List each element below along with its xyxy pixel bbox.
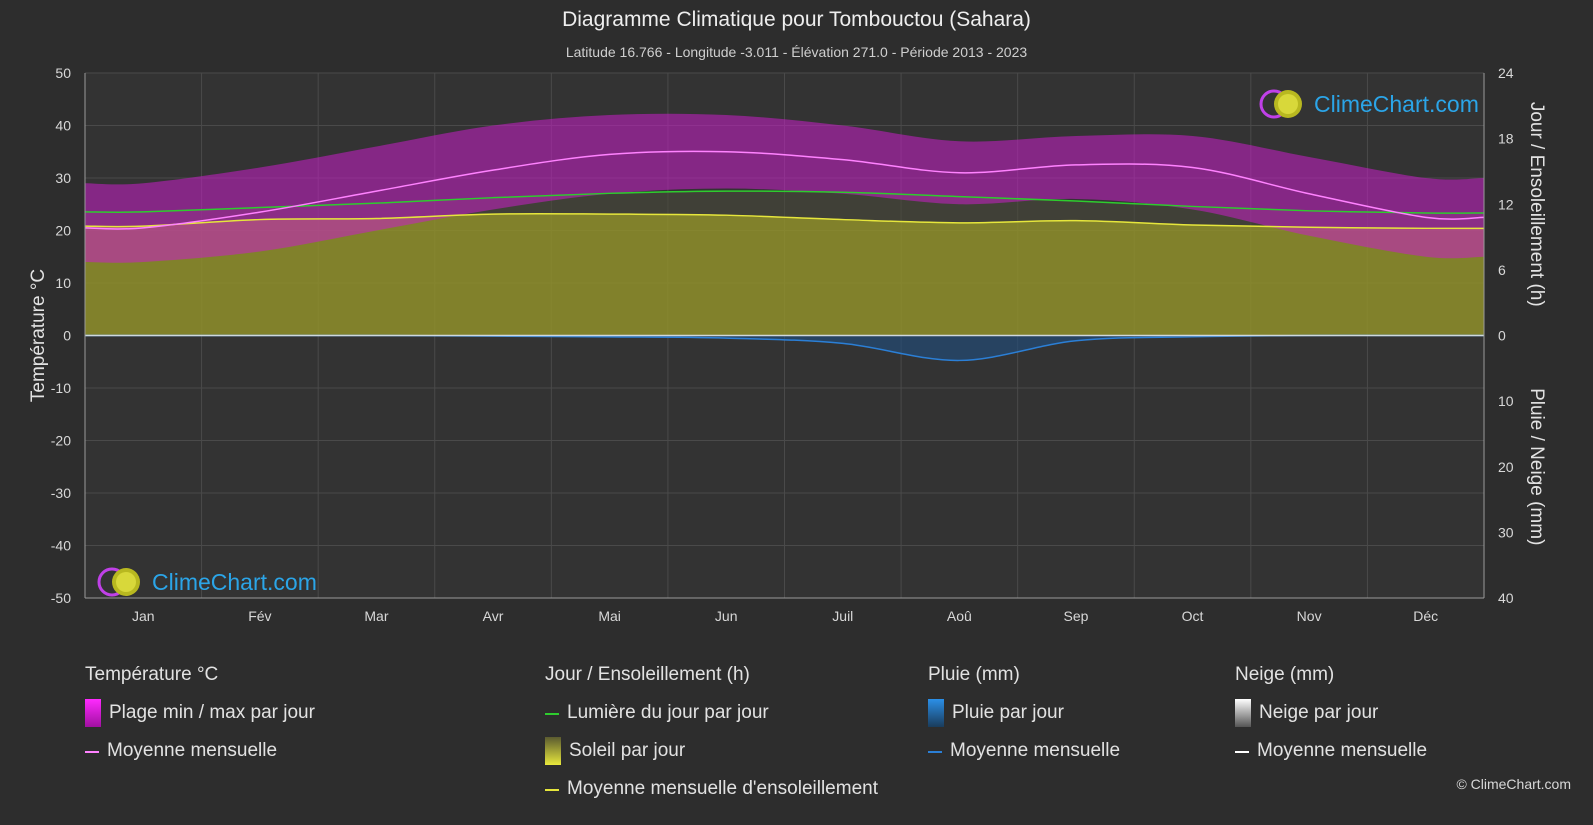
legend-item-rain-mean: Moyenne mensuelle	[928, 740, 1120, 778]
legend-label: Moyenne mensuelle d'ensoleillement	[567, 778, 878, 799]
legend-label: Moyenne mensuelle	[107, 740, 278, 761]
chart-subtitle: Latitude 16.766 - Longitude -3.011 - Élé…	[565, 44, 1028, 60]
y-left-tick-label: -50	[51, 590, 71, 606]
legend-label: Neige par jour	[1259, 702, 1379, 723]
swatch-rain-mean	[928, 751, 942, 753]
swatch-sunshine-mean	[545, 789, 559, 791]
y-right-mm-tick-label: 40	[1498, 590, 1514, 606]
logo-top-right: ClimeChart.com	[1258, 88, 1479, 120]
y-left-tick-label: 30	[55, 170, 71, 186]
x-tick-label: Déc	[1413, 608, 1438, 624]
legend-temperature: Température °C Plage min / max par jour …	[85, 664, 315, 778]
legend-item-sunshine: Soleil par jour	[545, 737, 878, 778]
legend-label: Lumière du jour par jour	[567, 702, 769, 723]
logo-bottom-left: ClimeChart.com	[96, 566, 317, 598]
y-left-tick-label: -10	[51, 380, 71, 396]
x-tick-label: Avr	[483, 608, 504, 624]
y-right-hours-tick-label: 18	[1498, 131, 1514, 147]
logo-text: ClimeChart.com	[1314, 90, 1479, 117]
climate-chart: 50 40 30 20 10 0 -10 -20 -30 -40 -50 24 18 12 6 0 10 20 30…	[28, 65, 1547, 624]
x-tick-label: Mar	[364, 608, 388, 624]
legend-item-rain-daily: Pluie par jour	[928, 699, 1120, 740]
y-left-tick-label: -20	[51, 433, 71, 449]
legend-label: Moyenne mensuelle	[950, 740, 1121, 761]
x-tick-label: Juil	[832, 608, 853, 624]
legend-item-snow-mean: Moyenne mensuelle	[1235, 740, 1427, 778]
legend-rain: Pluie (mm) Pluie par jour Moyenne mensue…	[928, 664, 1120, 778]
y-right-hours-tick-label: 0	[1498, 328, 1506, 344]
x-tick-label: Fév	[248, 608, 271, 624]
y-right-bottom-axis-title: Pluie / Neige (mm)	[1526, 388, 1547, 545]
y-left-tick-label: 40	[55, 118, 71, 134]
x-tick-label: Aoû	[947, 608, 972, 624]
y-left-axis-title: Température °C	[28, 269, 49, 402]
legend-item-snow-daily: Neige par jour	[1235, 699, 1427, 740]
x-tick-label: Jun	[715, 608, 738, 624]
y-right-hours-tick-label: 24	[1498, 65, 1514, 81]
sunshine-area	[85, 213, 1484, 336]
sunshine-mean-line	[84, 212, 1485, 230]
swatch-temp-range	[85, 699, 101, 727]
legend-item-daylight: Lumière du jour par jour	[545, 702, 878, 740]
swatch-rain	[928, 699, 944, 727]
y-left-tick-label: 10	[55, 275, 71, 291]
chart-title: Diagramme Climatique pour Tombouctou (Sa…	[562, 8, 1031, 31]
x-tick-label: Oct	[1182, 608, 1204, 624]
legend-label: Pluie par jour	[952, 702, 1064, 723]
y-left-tick-label: -30	[51, 485, 71, 501]
y-left-tick-label: 20	[55, 223, 71, 239]
legend-item-temp-mean: Moyenne mensuelle	[85, 740, 315, 778]
x-tick-label: Sep	[1063, 608, 1088, 624]
y-right-top-axis-title: Jour / Ensoleillement (h)	[1526, 102, 1547, 307]
swatch-daylight	[545, 713, 559, 715]
legend-sun: Jour / Ensoleillement (h) Lumière du jou…	[545, 664, 878, 816]
x-tick-label: Nov	[1297, 608, 1322, 624]
legend-item-sunshine-mean: Moyenne mensuelle d'ensoleillement	[545, 778, 878, 816]
y-left-tick-label: 50	[55, 65, 71, 81]
logo-icon	[97, 567, 140, 597]
swatch-sunshine	[545, 737, 561, 765]
legend-item-temp-range: Plage min / max par jour	[85, 699, 315, 740]
y-right-hours-tick-label: 12	[1498, 196, 1514, 212]
x-tick-label: Jan	[132, 608, 155, 624]
legend-heading: Neige (mm)	[1235, 664, 1335, 685]
swatch-snow	[1235, 699, 1251, 727]
legend-heading: Jour / Ensoleillement (h)	[545, 664, 750, 685]
y-left-tick-label: 0	[63, 328, 71, 344]
y-right-mm-tick-label: 30	[1498, 524, 1514, 540]
legend-heading: Pluie (mm)	[928, 664, 1020, 685]
daylight-band	[85, 191, 1484, 229]
x-tick-label: Mai	[598, 608, 621, 624]
swatch-snow-mean	[1235, 751, 1249, 753]
temp-mean-line	[84, 150, 1485, 230]
swatch-temp-mean	[85, 751, 99, 753]
legend-snow: Neige (mm) Neige par jour Moyenne mensue…	[1235, 664, 1427, 778]
logo-icon	[1259, 89, 1302, 119]
legend-label: Plage min / max par jour	[109, 702, 315, 723]
y-right-mm-tick-label: 10	[1498, 393, 1514, 409]
legend-label: Soleil par jour	[569, 740, 686, 761]
copyright: © ClimeChart.com	[1456, 776, 1571, 792]
y-left-tick-label: -40	[51, 538, 71, 554]
y-right-mm-tick-label: 20	[1498, 459, 1514, 475]
legend-heading: Température °C	[85, 664, 219, 685]
legend-label: Moyenne mensuelle	[1257, 740, 1428, 761]
temp-range-band	[85, 113, 1484, 263]
y-right-hours-tick-label: 6	[1498, 262, 1506, 278]
logo-text: ClimeChart.com	[152, 568, 317, 595]
